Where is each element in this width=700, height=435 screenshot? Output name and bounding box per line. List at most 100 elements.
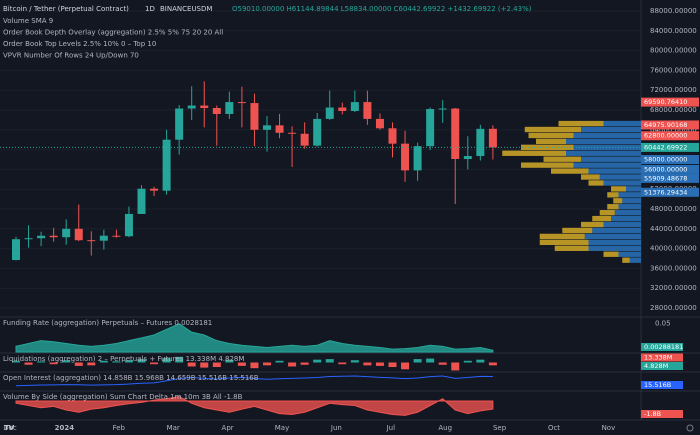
indicator-label: VPVR Number Of Rows 24 Up/Down 70 bbox=[3, 52, 139, 60]
price-tag-label: 64975.90168 bbox=[644, 121, 687, 129]
profile-down bbox=[581, 126, 641, 133]
pane-tag bbox=[641, 353, 683, 362]
y-tick-label: 64000.00000 bbox=[650, 126, 697, 134]
candle-body bbox=[175, 108, 184, 140]
y-tick-label: 76000.00000 bbox=[650, 66, 697, 74]
pane-label: Liquidations (aggregation) 2 – Perpetual… bbox=[3, 355, 244, 363]
price-tag-label: 60442.69922 bbox=[644, 143, 687, 151]
pane-bar bbox=[363, 362, 372, 366]
profile-up bbox=[607, 204, 619, 210]
profile-up bbox=[581, 221, 604, 228]
profile-up bbox=[539, 233, 585, 240]
pane-bar bbox=[350, 360, 359, 363]
pane-tag-label: 13.338M bbox=[644, 354, 672, 362]
candle-body bbox=[49, 235, 58, 238]
candle-body bbox=[438, 108, 447, 110]
profile-up bbox=[551, 168, 589, 174]
profile-up bbox=[543, 156, 581, 162]
candle-body bbox=[99, 235, 108, 241]
candle-body bbox=[463, 156, 472, 160]
candle-body bbox=[363, 102, 372, 119]
price-tag bbox=[641, 155, 699, 164]
profile-up bbox=[611, 186, 626, 192]
pane-bar bbox=[325, 359, 334, 363]
profile-down bbox=[573, 162, 641, 168]
y-tick-label: 28000.00000 bbox=[650, 304, 697, 312]
candle-body bbox=[74, 228, 83, 241]
indicator-label: Order Book Depth Overlay (aggregation) 2… bbox=[3, 29, 223, 37]
pane-bar bbox=[162, 357, 171, 363]
pane-bar bbox=[413, 359, 422, 363]
pane-bar bbox=[37, 361, 46, 363]
pane-tag-label: 0.00288181 bbox=[644, 343, 683, 351]
price-tag-label: 56000.00000 bbox=[644, 165, 687, 173]
candle-body bbox=[275, 125, 284, 133]
x-tick-label: Sep bbox=[493, 424, 507, 432]
profile-up bbox=[554, 245, 589, 251]
candle-body bbox=[488, 128, 497, 148]
y-tick-label: 80000.00000 bbox=[650, 47, 697, 55]
price-tag-label: 69590.76410 bbox=[644, 98, 687, 106]
candle-body bbox=[288, 132, 297, 134]
interval: 1D bbox=[145, 5, 155, 13]
pane-tag bbox=[641, 381, 683, 389]
profile-down bbox=[626, 186, 641, 192]
pane-bar bbox=[313, 359, 322, 363]
y-tick-label: 84000.00000 bbox=[650, 27, 697, 35]
profile-down bbox=[573, 144, 641, 150]
pane-bar bbox=[200, 362, 209, 368]
profile-down bbox=[611, 215, 641, 222]
candle-body bbox=[12, 239, 20, 260]
settings-icon[interactable] bbox=[686, 424, 694, 432]
candle-body bbox=[350, 102, 359, 111]
pane-tag bbox=[641, 410, 683, 418]
logo: TV bbox=[4, 424, 15, 432]
profile-down bbox=[588, 245, 641, 251]
price-tag-label: 62800.00000 bbox=[644, 132, 687, 140]
x-tick-label: Dec bbox=[3, 424, 17, 432]
profile-down bbox=[588, 168, 641, 174]
pane-bar bbox=[438, 362, 447, 365]
pane-area bbox=[15, 323, 494, 353]
candle-body bbox=[187, 105, 196, 109]
price-tag bbox=[641, 120, 699, 130]
profile-down bbox=[588, 239, 641, 246]
profile-down bbox=[566, 138, 641, 145]
pane-bar bbox=[225, 359, 234, 363]
profile-down bbox=[603, 120, 641, 127]
pane-label: Volume By Side (aggregation) Sum Chart D… bbox=[3, 393, 243, 401]
x-tick-label: Feb bbox=[113, 424, 126, 432]
x-tick-label: May bbox=[275, 424, 289, 432]
pane-tag bbox=[641, 362, 683, 370]
profile-down bbox=[573, 132, 641, 139]
y-tick-label: 72000.00000 bbox=[650, 86, 697, 94]
pane-bar bbox=[451, 362, 460, 371]
pane-bar bbox=[124, 360, 133, 363]
y-tick-label: 36000.00000 bbox=[650, 264, 697, 272]
candle-body bbox=[413, 146, 422, 171]
y-tick-label: 88000.00000 bbox=[650, 7, 697, 15]
profile-up bbox=[581, 174, 600, 180]
x-tick-label: Jul bbox=[386, 424, 396, 432]
profile-down bbox=[566, 150, 641, 156]
pane-bar bbox=[300, 362, 309, 365]
candle-body bbox=[162, 139, 171, 191]
candle-body bbox=[150, 188, 159, 191]
pane-bar bbox=[488, 362, 497, 366]
profile-down bbox=[618, 251, 641, 257]
candle-body bbox=[225, 102, 234, 114]
pane-bar bbox=[263, 362, 271, 366]
candle-body bbox=[124, 213, 133, 237]
candle-body bbox=[375, 118, 384, 129]
profile-up bbox=[521, 162, 574, 168]
pane-bar bbox=[463, 360, 472, 363]
candle-body bbox=[250, 103, 259, 130]
exchange: BINANCEUSDM bbox=[160, 5, 212, 13]
y-tick-label: 48000.00000 bbox=[650, 205, 697, 213]
profile-up bbox=[588, 180, 604, 186]
y-tick-label: 68000.00000 bbox=[650, 106, 697, 114]
candle-body bbox=[200, 105, 209, 109]
candle-body bbox=[300, 133, 309, 146]
pane-bar bbox=[288, 362, 297, 367]
pane-bar bbox=[74, 362, 83, 366]
